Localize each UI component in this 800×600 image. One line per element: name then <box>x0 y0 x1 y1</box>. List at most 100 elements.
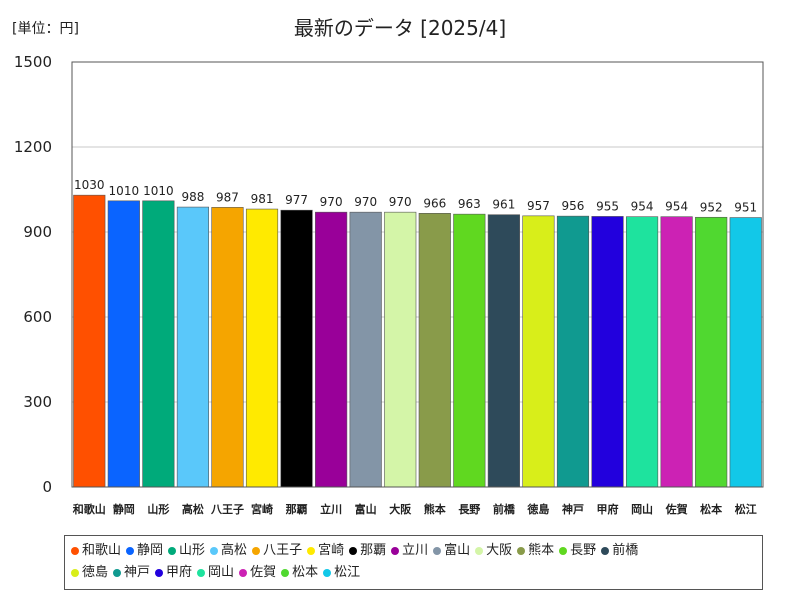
data-label: 955 <box>596 199 619 213</box>
legend-swatch <box>168 547 177 555</box>
legend-swatch <box>433 547 442 555</box>
bar <box>625 216 659 488</box>
legend-swatch <box>239 569 248 577</box>
legend-label: 佐賀 <box>250 565 277 580</box>
bar <box>349 211 382 488</box>
legend-swatch <box>113 569 122 577</box>
x-tick-label: 大阪 <box>389 502 412 516</box>
legend-swatch <box>349 547 358 555</box>
data-label: 970 <box>389 195 412 209</box>
x-tick-label: 松江 <box>735 502 757 516</box>
legend-swatch <box>71 547 79 555</box>
data-label: 966 <box>423 196 446 210</box>
legend-swatch <box>281 569 290 577</box>
data-label: 961 <box>492 198 515 212</box>
data-label: 956 <box>562 199 585 213</box>
bar <box>487 214 520 488</box>
bar <box>418 213 451 488</box>
legend-label: 八王子 <box>263 543 303 558</box>
bar <box>453 213 486 488</box>
bar <box>280 209 313 488</box>
x-tick-label: 佐賀 <box>665 502 688 516</box>
x-tick-label: 八王子 <box>210 503 244 516</box>
data-label: 970 <box>320 195 343 209</box>
legend-row: 徳島 神戸 甲府 岡山 佐賀 松本 松江 <box>71 562 756 584</box>
x-tick-label: 和歌山 <box>73 502 106 516</box>
bar <box>142 200 175 488</box>
legend-item: 甲府 <box>155 562 192 584</box>
legend-item: 八王子 <box>252 540 302 562</box>
x-tick-label: 高松 <box>182 502 204 516</box>
x-tick-label: 甲府 <box>597 502 619 516</box>
legend-swatch <box>601 547 610 555</box>
legend-item: 佐賀 <box>239 562 276 584</box>
y-tick-label: 1200 <box>14 138 52 156</box>
x-tick-label: 前橋 <box>493 502 516 516</box>
data-label: 957 <box>527 199 550 213</box>
legend-swatch <box>559 547 568 555</box>
y-tick-label: 300 <box>23 393 52 411</box>
legend-item: 長野 <box>559 540 596 562</box>
legend-swatch <box>210 547 219 555</box>
legend-swatch <box>475 547 484 555</box>
legend-label: 和歌山 <box>82 543 122 558</box>
x-tick-label: 宮崎 <box>251 502 273 516</box>
legend-label: 徳島 <box>82 565 109 580</box>
legend-item: 熊本 <box>517 540 554 562</box>
legend-label: 松本 <box>292 565 319 580</box>
legend-label: 静岡 <box>137 543 164 558</box>
bar <box>384 211 417 488</box>
y-tick-label: 600 <box>23 308 52 326</box>
legend-label: 山形 <box>179 543 206 558</box>
legend-item: 和歌山 <box>71 540 121 562</box>
legend-label: 那覇 <box>360 543 387 558</box>
legend-item: 徳島 <box>71 562 108 584</box>
bar <box>315 211 348 488</box>
legend-item: 静岡 <box>126 540 163 562</box>
bar <box>556 215 590 488</box>
bar <box>176 206 209 488</box>
x-tick-label: 那覇 <box>286 503 308 516</box>
legend-swatch <box>252 547 261 555</box>
legend-swatch <box>307 547 316 555</box>
data-label: 963 <box>458 197 481 211</box>
legend-swatch <box>517 547 526 555</box>
data-label: 954 <box>631 200 654 214</box>
legend-item: 松本 <box>281 562 318 584</box>
legend-item: 大阪 <box>475 540 512 562</box>
legend-swatch <box>71 569 79 577</box>
bar <box>729 217 762 488</box>
x-tick-label: 熊本 <box>424 502 446 516</box>
legend-label: 高松 <box>221 543 248 558</box>
legend-item: 宮崎 <box>307 540 344 562</box>
legend-label: 立川 <box>402 543 429 558</box>
legend-item: 山形 <box>168 540 205 562</box>
legend-swatch <box>391 547 400 555</box>
legend-item: 岡山 <box>197 562 234 584</box>
y-tick-label: 0 <box>42 478 52 496</box>
legend-swatch <box>126 547 135 555</box>
data-label: 952 <box>700 200 723 214</box>
legend-item: 前橋 <box>601 540 638 562</box>
legend-label: 長野 <box>570 543 597 558</box>
x-tick-label: 静岡 <box>113 502 135 516</box>
legend-label: 宮崎 <box>318 543 345 558</box>
bar <box>522 215 555 488</box>
bar <box>107 200 140 488</box>
legend-label: 大阪 <box>486 543 513 558</box>
legend-row: 和歌山 静岡 山形 高松 八王子 宮崎 那覇 立川 富山 大阪 熊本 長野 前橋 <box>71 540 756 562</box>
legend-swatch <box>197 569 206 577</box>
legend-item: 神戸 <box>113 562 150 584</box>
bar-chart: 0 300 600 900 1200 1500 1030 和歌山 1010 静岡 1010 山形 988… <box>14 53 764 516</box>
data-label: 951 <box>734 201 757 215</box>
legend-item: 高松 <box>210 540 247 562</box>
data-label: 987 <box>216 190 239 204</box>
bar <box>660 216 693 488</box>
legend-label: 富山 <box>444 543 471 558</box>
bar <box>73 194 106 488</box>
data-label: 981 <box>251 192 274 206</box>
data-label: 1010 <box>143 184 174 198</box>
x-tick-label: 富山 <box>355 502 377 516</box>
data-label: 1030 <box>74 178 105 192</box>
legend-label: 甲府 <box>166 565 193 580</box>
